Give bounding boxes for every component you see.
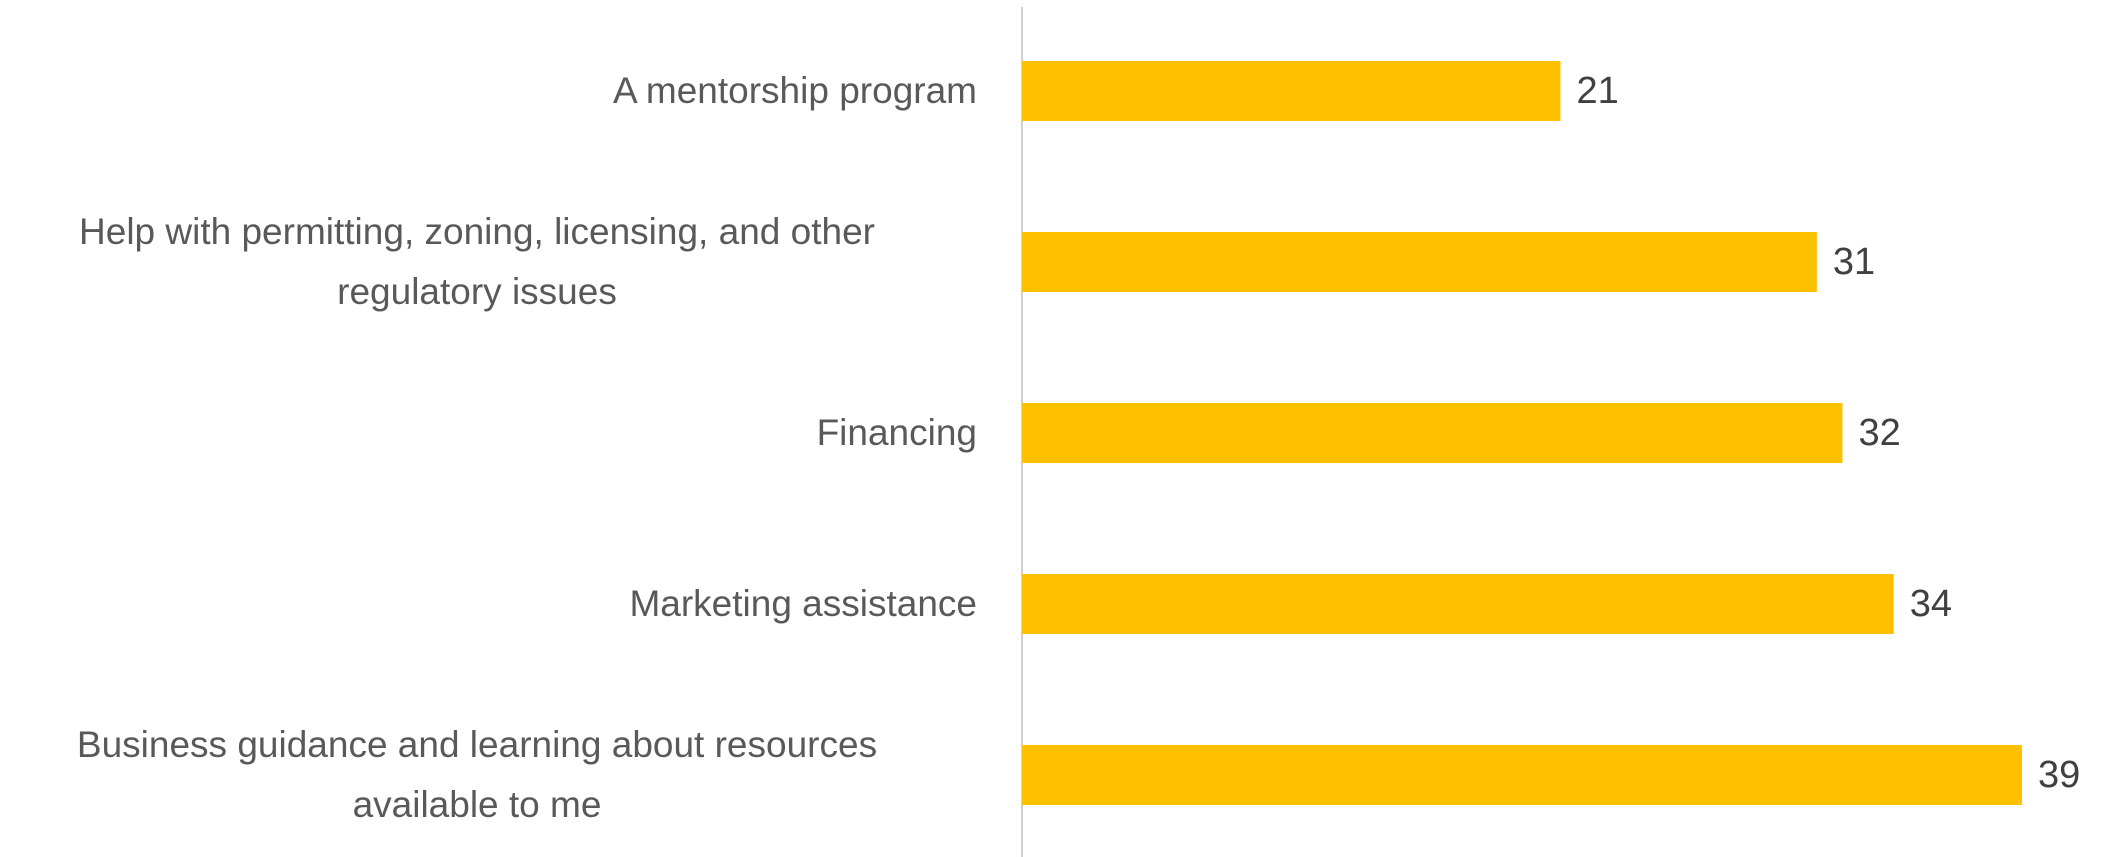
value-label: 39 <box>2038 754 2080 796</box>
category-label: A mentorship program <box>612 70 977 111</box>
value-label: 21 <box>1576 70 1618 112</box>
category-label: Help with permitting, zoning, licensing,… <box>79 211 875 312</box>
category-label: Business guidance and learning about res… <box>76 724 878 825</box>
value-label: 34 <box>1910 583 1952 625</box>
bar <box>1022 403 1843 463</box>
value-label: 31 <box>1833 241 1875 283</box>
bar <box>1022 61 1561 121</box>
value-label: 32 <box>1858 412 1900 454</box>
bar <box>1022 232 1817 292</box>
category-label: Financing <box>816 412 977 453</box>
bar <box>1022 745 2022 805</box>
category-label: Marketing assistance <box>629 583 977 624</box>
bar <box>1022 574 1894 634</box>
